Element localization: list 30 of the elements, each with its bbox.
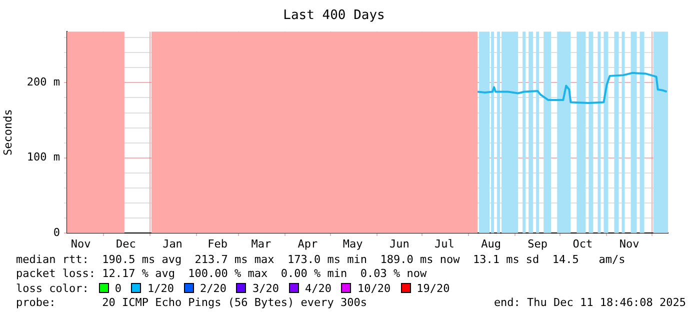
x-tick-label: Dec [116,237,136,250]
chart-title: Last 400 Days [283,8,385,24]
x-tick-label: Nov [70,237,92,250]
y-tick-label: 0 [53,226,60,239]
text: median rtt: 190.5 ms avg 213.7 ms max 173.0 ms min 189.0 ms now 13.1 ms sd 14.5 am/s [16,253,626,266]
x-tick-label: May [342,237,364,250]
x-tick-label: Oct [572,237,593,250]
text: 0 [114,282,122,295]
x-tick-label: Jul [434,237,454,250]
text: 10/20 [357,282,391,295]
x-tick-label: Jun [389,237,410,250]
text: packet loss: 12.17 % avg 100.00 % max 0.00 % min 0.03 % now [16,267,427,280]
text: loss color: [16,282,89,295]
x-tick-label: Feb [208,237,228,250]
x-tick-label: Sep [528,237,548,250]
text: end: Thu Dec 11 18:46:08 2025 [494,296,686,310]
x-tick-label: Mar [251,237,272,250]
y-tick-label: 200 m [26,76,60,89]
y-tick-label: 100 m [26,150,60,164]
y-axis-title: Seconds [1,109,14,156]
text: 4/20 [304,282,332,295]
text: 2/20 [200,282,226,295]
x-tick-label: Aug [481,237,501,250]
text: 1/20 [147,282,174,295]
x-tick-label: Jan [162,237,182,250]
x-tick-label: Apr [298,237,318,250]
text: probe: 20 ICMP Echo Pings (56 Bytes) every 300s [16,296,367,309]
text: 3/20 [252,282,279,295]
text: 19/20 [416,282,450,295]
x-tick-label: Nov [619,237,640,250]
